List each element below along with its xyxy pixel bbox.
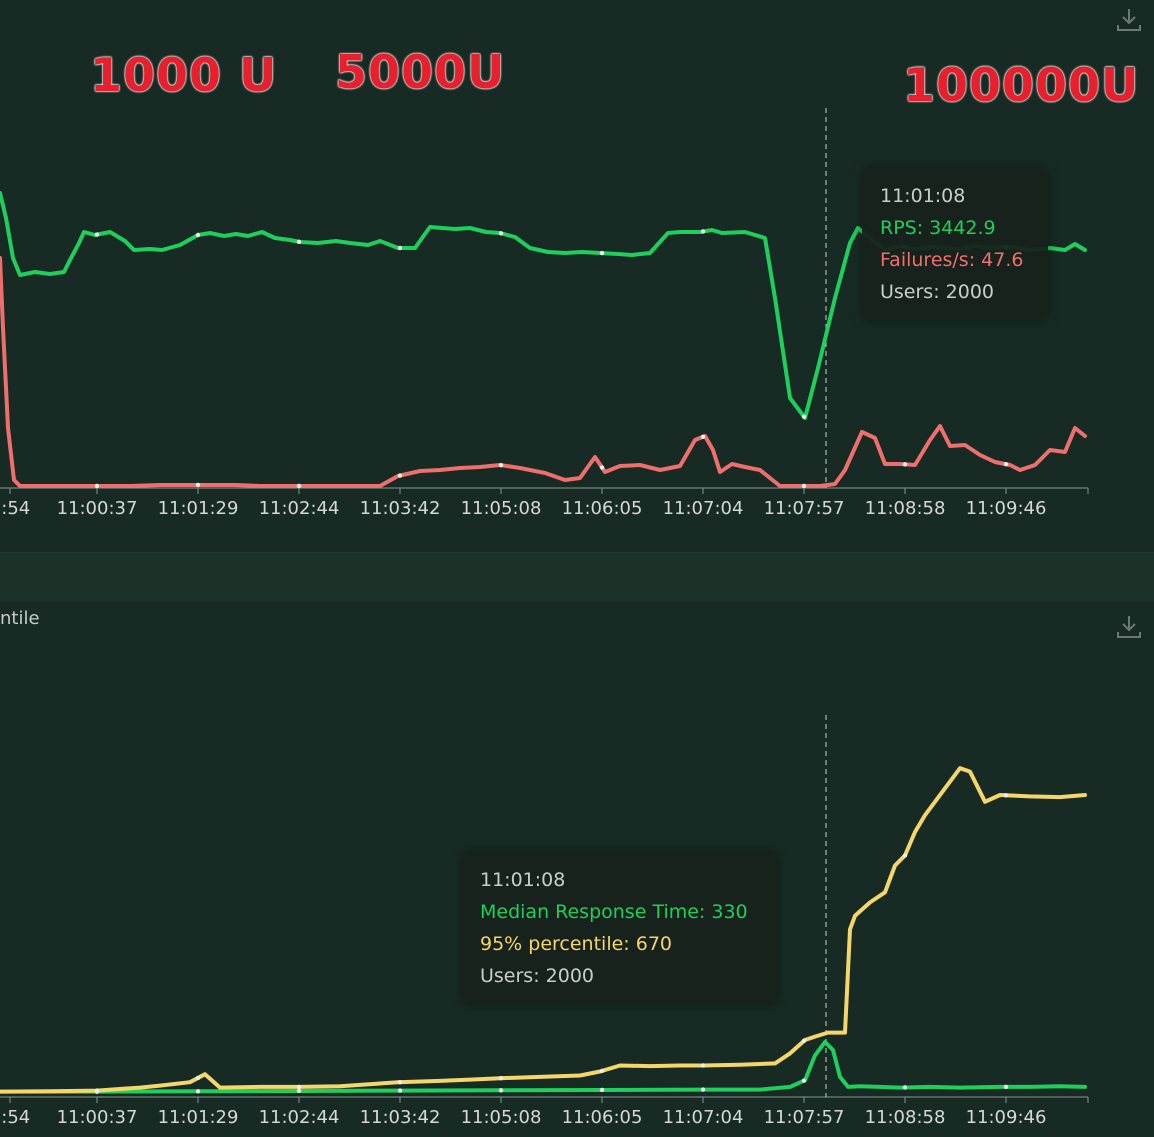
tooltip-users: Users: 2000 (480, 965, 594, 987)
series-point (397, 1088, 403, 1093)
tooltip-response-time: 11:01:08 Median Response Time: 330 95% p… (462, 852, 778, 1004)
x-tick-label: 11:00:37 (57, 498, 138, 519)
series-point (94, 483, 100, 489)
tooltip-rps: 11:01:08 RPS: 3442.9 Failures/s: 47.6 Us… (862, 168, 1048, 320)
tooltip-rps-value: RPS: 3442.9 (880, 217, 996, 239)
x-tick-label: 11:01:29 (158, 498, 239, 519)
series-point (700, 1087, 706, 1092)
x-tick-label: 11:01:29 (158, 1107, 239, 1128)
series-point (902, 1085, 908, 1090)
series-point (902, 462, 908, 467)
tooltip-time: 11:01:08 (480, 869, 566, 891)
tooltip-time: 11:01:08 (880, 185, 966, 207)
x-tick-label: 11:09:46 (966, 498, 1047, 519)
series-point (94, 232, 100, 237)
tooltip-users: Users: 2000 (880, 281, 994, 303)
series-point (700, 229, 706, 234)
series-point (700, 1063, 706, 1068)
download-icon[interactable] (1116, 614, 1142, 640)
series-line (0, 256, 1087, 488)
x-tick-label: 11:02:44 (259, 498, 340, 519)
series-point (195, 1089, 201, 1094)
x-tick-label: 11:07:04 (663, 498, 744, 519)
tooltip-p95-value: 95% percentile: 670 (480, 933, 672, 955)
series-point (599, 1087, 605, 1093)
annotation-5000u: 5000U (335, 45, 506, 99)
series-point (296, 1088, 302, 1094)
series-point (195, 232, 201, 238)
series-point (498, 1075, 504, 1081)
x-tick-label: 11:02:44 (259, 1107, 340, 1128)
series-point (700, 434, 706, 439)
series-point (498, 462, 504, 468)
series-point (498, 231, 504, 236)
download-icon[interactable] (1116, 7, 1142, 33)
x-tick-label: 11:03:42 (360, 498, 441, 519)
x-tick-label: 11:09:46 (966, 1107, 1047, 1128)
series-point (1003, 462, 1009, 467)
series-point (195, 482, 201, 488)
x-tick-label: 11:08:58 (865, 1107, 946, 1128)
series-point (94, 1088, 100, 1093)
series-point (296, 483, 302, 489)
series-point (801, 414, 807, 419)
series-point (599, 465, 605, 470)
x-tick-label: 11:07:57 (764, 498, 845, 519)
chart-title: ntile (0, 608, 40, 629)
x-tick-label: 11:07:04 (663, 1107, 744, 1128)
series-point (599, 250, 605, 256)
x-tick-label: 11:00:37 (57, 1107, 138, 1128)
x-tick-label: 11:06:05 (562, 498, 643, 519)
series-point (599, 1068, 605, 1074)
rps-chart: 9:54 11:00:37 11:01:29 11:02:44 11:03:42 11:0… (0, 108, 1089, 519)
series-point (902, 853, 908, 858)
annotation-100000u: 100000U (903, 58, 1140, 112)
series-point (1003, 1084, 1009, 1090)
series-line (0, 766, 1087, 1094)
series-point (397, 1079, 403, 1085)
series-point (801, 1078, 807, 1083)
series-point (195, 1075, 201, 1081)
x-tick-label: 11:05:08 (461, 1107, 542, 1128)
x-tick-label: 11:06:05 (562, 1107, 643, 1128)
x-tick-label: 9:54 (0, 1107, 30, 1128)
series-point (397, 473, 403, 478)
x-tick-label: 11:07:57 (764, 1107, 845, 1128)
tooltip-median-value: Median Response Time: 330 (480, 901, 748, 923)
series-point (498, 1088, 504, 1093)
panel-separator (0, 552, 1154, 604)
x-tick-label: 11:03:42 (360, 1107, 441, 1128)
x-tick-label: 9:54 (0, 498, 30, 519)
x-tick-label: 11:05:08 (461, 498, 542, 519)
annotation-1000u: 1000 U (90, 48, 278, 102)
series-point (1003, 793, 1009, 798)
series-point (296, 239, 302, 244)
response-time-chart: 9:54 11:00:37 11:01:29 11:02:44 11:03:42 11:0… (0, 715, 1089, 1128)
series-point (801, 1038, 807, 1044)
series-point (801, 483, 807, 489)
tooltip-failures-value: Failures/s: 47.6 (880, 249, 1024, 271)
rps-chart-panel: 9:54 11:00:37 11:01:29 11:02:44 11:03:42 11:0… (0, 0, 1154, 552)
series-point (397, 245, 403, 251)
x-tick-label: 11:08:58 (865, 498, 946, 519)
series-point (296, 1084, 302, 1090)
